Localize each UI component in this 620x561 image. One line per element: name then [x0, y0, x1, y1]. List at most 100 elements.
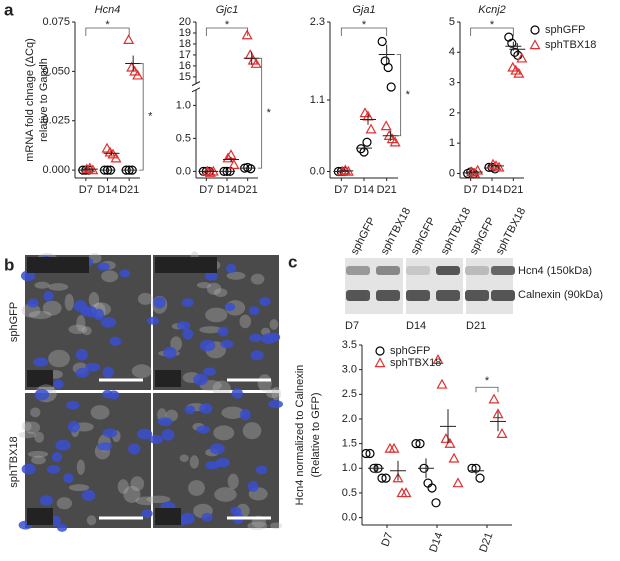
- point: [380, 120, 392, 131]
- nucleus: [85, 362, 101, 372]
- nucleus: [146, 316, 160, 325]
- nucleus: [109, 336, 122, 347]
- lane-label: sphTBX18: [494, 206, 529, 257]
- point: [123, 34, 135, 44]
- row-label: sphGFP: [8, 302, 20, 342]
- cell-signal: [76, 315, 86, 332]
- cell-signal: [48, 283, 69, 291]
- y-tick-label: 1.0: [342, 462, 357, 474]
- nucleus: [248, 306, 260, 316]
- band: [491, 266, 515, 275]
- y-tick-label: 0.5: [176, 132, 191, 144]
- counterstain-label: DAPI: [60, 259, 86, 271]
- cell-signal: [28, 310, 52, 320]
- nucleus: [33, 357, 49, 367]
- sig-bracket: [340, 27, 388, 36]
- band: [436, 266, 460, 275]
- cell-signal: [214, 487, 237, 502]
- sig-bracket: [205, 27, 249, 36]
- cell-signal: [42, 300, 62, 316]
- nucleus: [97, 262, 110, 271]
- y-tick-label: 2: [449, 107, 455, 119]
- point: [392, 472, 404, 483]
- y-tick-label: 15: [179, 71, 191, 83]
- y-tick-label: 0: [449, 167, 455, 179]
- point: [432, 354, 444, 364]
- sig-bracket: [85, 27, 130, 36]
- legend-label: sphTBX18: [545, 39, 596, 51]
- cell-signal: [21, 303, 41, 318]
- point: [472, 164, 484, 175]
- y-tick-label: 0.050: [42, 65, 70, 77]
- nucleus: [224, 302, 236, 312]
- panel-label: a: [4, 0, 14, 19]
- nucleus: [153, 296, 166, 309]
- cell-signal: [242, 422, 262, 440]
- nucleus: [184, 405, 196, 415]
- band: [465, 266, 489, 275]
- y-tick-label: 4: [449, 46, 455, 58]
- chart-title: Kcnj2: [478, 4, 506, 16]
- nucleus: [57, 523, 68, 532]
- nucleus: [73, 300, 88, 312]
- point: [381, 473, 391, 483]
- point: [488, 393, 500, 404]
- nucleus: [199, 403, 213, 414]
- cell-signal: [188, 480, 205, 496]
- axis-break: [191, 87, 201, 93]
- x-tick-label: D14: [217, 184, 237, 196]
- sig-label: *: [406, 89, 411, 101]
- y-tick-label: 1.0: [176, 99, 191, 111]
- cell-signal: [68, 324, 88, 334]
- nucleus: [108, 390, 120, 400]
- lane-label: sphTBX18: [379, 206, 414, 257]
- cell-signal: [24, 421, 41, 434]
- sig-label: *: [225, 19, 230, 31]
- nucleus: [66, 400, 80, 410]
- y-axis-label: Hcn4 normalized to Calnexin: [294, 365, 306, 506]
- nucleus: [55, 439, 71, 451]
- point: [374, 357, 386, 368]
- point: [250, 57, 262, 68]
- y-tick-label: 2.3: [310, 16, 325, 28]
- cell-signal: [146, 495, 171, 503]
- point: [496, 428, 508, 438]
- nucleus: [231, 388, 243, 399]
- point: [129, 65, 141, 76]
- point: [411, 439, 421, 449]
- cell-signal: [170, 336, 183, 352]
- counterstain-label: DAPI: [188, 259, 214, 271]
- nucleus: [34, 388, 50, 401]
- cell-signal: [179, 454, 189, 462]
- point: [377, 473, 387, 483]
- point: [530, 25, 540, 35]
- cell-signal: [48, 349, 70, 368]
- cell-signal: [199, 326, 222, 334]
- panel-label: b: [4, 255, 14, 274]
- band: [376, 266, 400, 275]
- nucleus: [63, 473, 74, 484]
- lane-label: sphGFP: [409, 216, 439, 257]
- point: [507, 38, 517, 48]
- point: [415, 439, 425, 449]
- nucleus: [250, 350, 264, 361]
- sig-label: *: [362, 19, 367, 31]
- band: [436, 290, 460, 301]
- cell-signal: [239, 314, 252, 329]
- nucleus: [248, 481, 259, 492]
- nucleus: [39, 495, 54, 506]
- label-box: [27, 370, 53, 387]
- y-axis-label: mRNA fold chnage (ΔCq): [24, 38, 36, 162]
- nucleus: [225, 263, 237, 274]
- x-tick-label: D7: [379, 531, 395, 548]
- nucleus: [199, 339, 216, 352]
- label-box: [155, 508, 181, 525]
- point: [431, 498, 441, 508]
- y-tick-label: 3.5: [342, 339, 357, 351]
- x-tick-label: D14: [354, 184, 374, 196]
- nucleus: [51, 452, 63, 462]
- label-box: [155, 257, 217, 273]
- band: [491, 290, 515, 301]
- sig-bracket: [475, 386, 499, 393]
- nucleus: [181, 298, 194, 307]
